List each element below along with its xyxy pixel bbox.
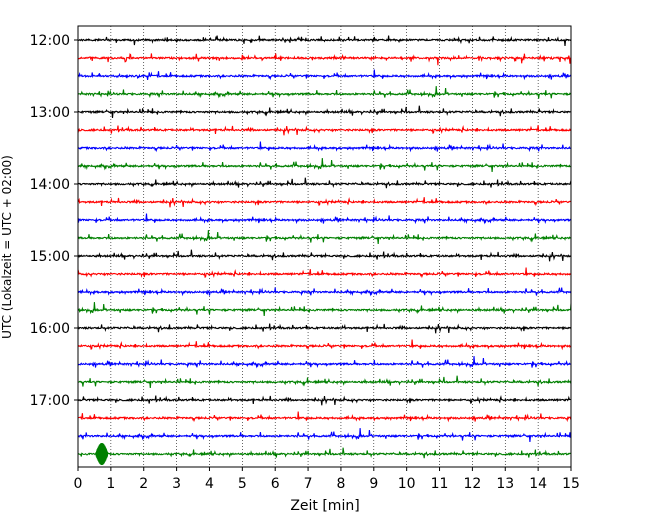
x-tick-label: 1 [106, 476, 115, 492]
trace-line [77, 375, 572, 388]
x-tick-label: 9 [369, 476, 378, 492]
x-tick-label: 13 [496, 476, 514, 492]
trace-line [77, 339, 572, 351]
x-tick-label: 11 [431, 476, 449, 492]
x-tick-label: 7 [304, 476, 313, 492]
trace-line [77, 428, 572, 442]
x-axis-label: Zeit [min] [290, 498, 359, 514]
trace-line [77, 53, 572, 66]
trace-line [77, 35, 572, 47]
x-tick-label: 14 [529, 476, 547, 492]
x-tick-label: 2 [139, 476, 148, 492]
x-tick-label: 10 [398, 476, 416, 492]
trace-line [77, 267, 572, 279]
trace-line [77, 249, 572, 262]
x-axis-ticks: 0 1 2 3 4 5 6 7 8 9 10 11 12 13 14 15 [74, 467, 580, 492]
trace-line [77, 69, 572, 81]
x-tick-label: 12 [463, 476, 481, 492]
event-burst [95, 442, 109, 466]
x-tick-label: 0 [74, 476, 83, 492]
trace-line [77, 105, 572, 118]
x-tick-label: 5 [238, 476, 247, 492]
y-tick-label: 13:00 [30, 105, 70, 121]
trace-line [77, 447, 571, 459]
trace-line [77, 177, 572, 189]
trace-line [77, 230, 572, 244]
plot-frame [77, 25, 572, 468]
x-tick-label: 15 [562, 476, 580, 492]
trace-line [77, 213, 572, 225]
trace-line [77, 287, 572, 297]
y-tick-label: 15:00 [30, 249, 70, 265]
y-tick-label: 16:00 [30, 321, 70, 337]
y-tick-label: 12:00 [30, 33, 70, 49]
x-tick-label: 3 [172, 476, 181, 492]
trace-line [77, 395, 571, 406]
y-tick-label: 14:00 [30, 177, 70, 193]
seismic-traces [77, 35, 572, 466]
trace-line [77, 411, 572, 423]
trace-line [77, 356, 572, 369]
y-axis-ticks: 12:00 13:00 14:00 15:00 16:00 17:00 [30, 33, 78, 409]
trace-line [77, 125, 572, 136]
x-tick-label: 4 [205, 476, 214, 492]
y-axis-label: UTC (Lokalzeit = UTC + 02:00) [0, 155, 14, 339]
trace-line [77, 158, 572, 172]
trace-line [77, 141, 572, 153]
x-tick-label: 8 [336, 476, 345, 492]
x-tick-label: 6 [271, 476, 280, 492]
trace-line [77, 302, 572, 316]
y-tick-label: 17:00 [30, 393, 70, 409]
trace-line [77, 86, 572, 99]
trace-line [77, 323, 572, 334]
trace-line [77, 196, 572, 208]
